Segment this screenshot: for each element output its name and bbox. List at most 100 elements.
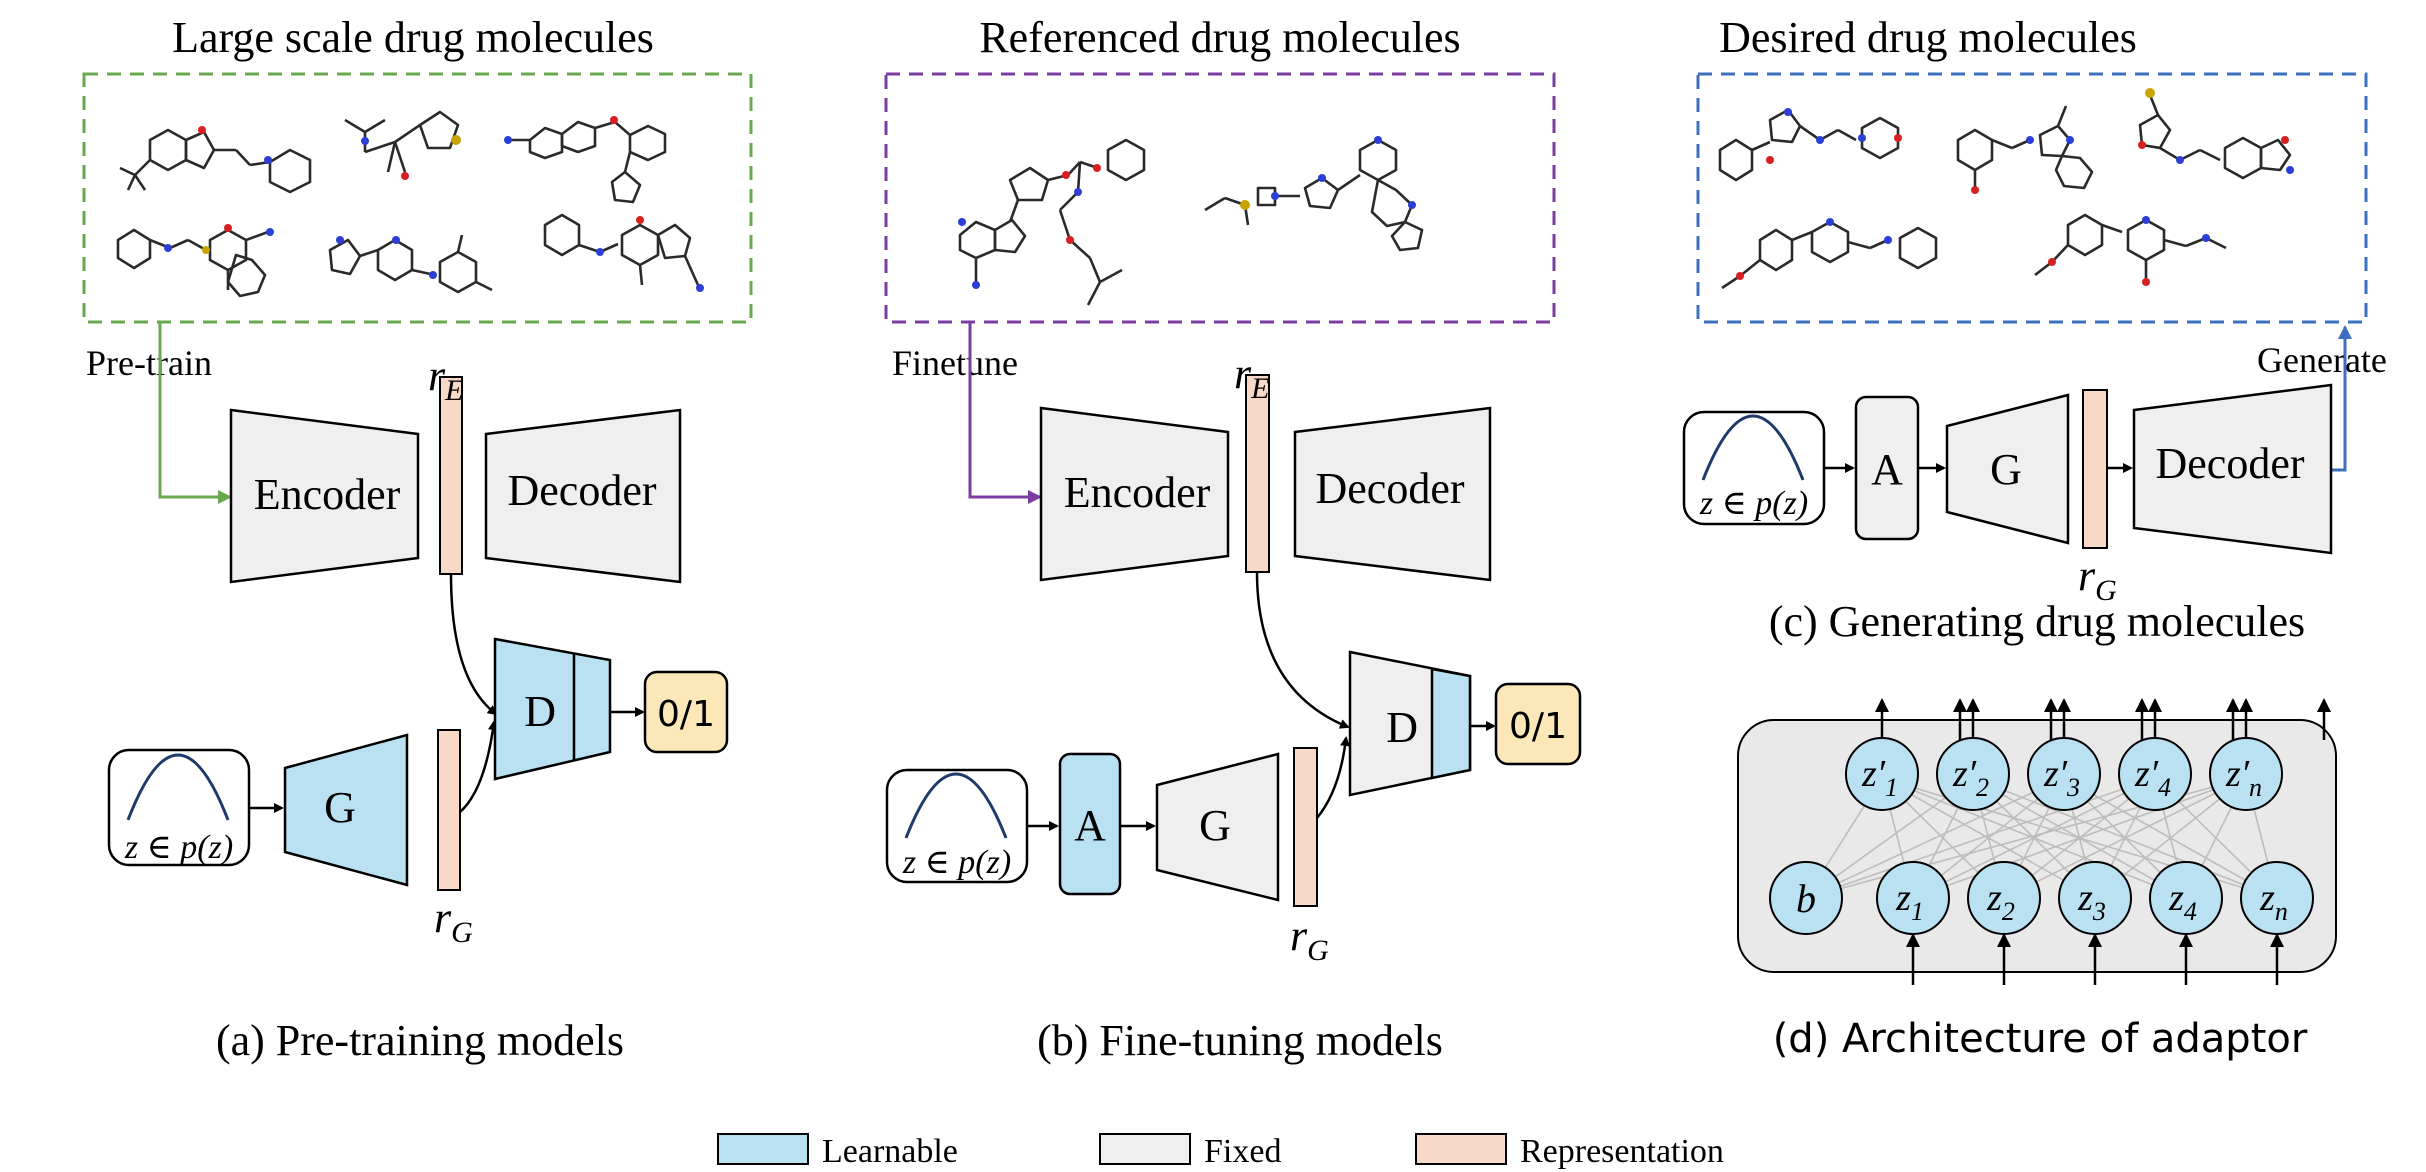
node-z-4: z4 [2149,861,2223,935]
node-z-prime-n: z′n [2209,737,2283,811]
generator-a [283,733,409,887]
pretrain-arrow [158,322,232,504]
molecule-a6 [543,213,704,292]
molecule-a3 [504,116,667,204]
prior-a-curve [126,753,230,821]
arrow-rE-to-D-b [1255,571,1350,729]
panel-a-molecule-box [82,72,753,324]
decoder-c-label: Decoder [2155,439,2304,488]
generator-c-label: G [1990,445,2022,494]
molecule-a2 [344,110,461,180]
output-a-label: 0/1 [657,694,715,735]
molecule-a5 [328,234,493,294]
panel-c-caption: (c) Generating drug molecules [1769,597,2305,646]
prior-a-label: z ∈ p(z) [124,829,233,866]
output-b-label: 0/1 [1509,706,1567,747]
legend-label-learnable: Learnable [822,1133,958,1170]
decoder-a [484,408,682,584]
panel-d-caption: (d) Architecture of adaptor [1773,1016,2308,1062]
molecule-c3 [2138,88,2294,180]
panel-b-caption: (b) Fine-tuning models [1037,1016,1443,1065]
panel-c-molecule-box [1696,72,2368,324]
generator-b-label: G [1199,801,1231,850]
adaptor-output-arrow-stems [1875,698,2253,740]
node-z-prime-3: z′3 [2027,737,2101,811]
rG-c-label: rG [2078,551,2117,607]
arrow-rE-to-D-a [449,573,498,716]
legend-label-fixed: Fixed [1204,1133,1281,1170]
molecule-c2 [1956,105,2094,194]
panel-c-header: Desired drug molecules [1719,13,2137,62]
node-z-1: z1 [1876,861,1950,935]
encoder-a-label: Encoder [254,470,401,519]
panel-b: Referenced drug molecules [884,13,1582,1065]
panel-a: Large scale drug molecules [82,13,753,1065]
molecule-c4 [1721,218,1938,290]
decoder-c [2132,383,2333,555]
panel-d: z′1 z′2 z′3 z′4 z′n b z1 z2 z3 z4 zn (d)… [1737,698,2337,1062]
panel-b-molecule-box [884,72,1556,324]
encoder-a [229,408,420,584]
adaptor-b-label: A [1074,801,1106,850]
arrow-rG-to-D-b [1316,736,1351,819]
discriminator-a-label: D [524,687,556,736]
adaptor-output-nodes: z′1 z′2 z′3 z′4 z′n [1845,737,2283,811]
output-a [643,670,729,754]
node-z-2: z2 [1967,861,2041,935]
representation-rG-c [2082,389,2108,549]
molecule-a1 [119,126,312,194]
svg-text:b: b [1796,876,1816,921]
molecule-b1 [958,138,1146,306]
generator-b [1155,752,1280,902]
molecule-c1 [1718,108,1902,182]
panel-b-molecules [958,136,1424,306]
panel-a-molecules [116,110,704,298]
pretrain-label: Pre-train [86,343,212,383]
rE-b-label: rE [1234,349,1269,405]
representation-rG-b [1293,747,1318,907]
node-z-prime-1: z′1 [1845,737,1919,811]
panel-a-header: Large scale drug molecules [172,13,654,62]
adaptor-output-arrows [1953,698,2331,740]
legend-label-representation: Representation [1520,1133,1724,1170]
molecule-c5 [2034,213,2227,286]
rG-b-label: rG [1290,911,1329,967]
rG-a-label: rG [434,893,473,949]
discriminator-a [493,637,612,781]
panel-c-molecules [1718,88,2294,290]
prior-b-curve [904,772,1008,839]
legend-swatch-fixed [1099,1133,1191,1165]
adaptor-input-arrows [1906,933,2284,985]
generator-c [1945,393,2070,545]
rE-a-label: rE [428,351,463,407]
finetune-label: Finetune [892,343,1018,383]
molecule-a4 [116,224,274,298]
legend-swatch-learnable [717,1133,809,1165]
decoder-a-label: Decoder [507,466,656,515]
panel-a-caption: (a) Pre-training models [216,1016,624,1065]
decoder-b-label: Decoder [1315,464,1464,513]
panel-b-header: Referenced drug molecules [979,13,1460,62]
molecule-b2 [1204,136,1424,252]
panel-c: Desired drug molecules [1682,13,2387,646]
svg-text:z′n: z′n [2225,753,2262,802]
generator-a-label: G [324,783,356,832]
legend: Learnable Fixed Representation [717,1133,1724,1170]
adaptor-c-label: A [1871,445,1903,494]
output-b [1494,682,1582,766]
adaptor-input-nodes: b z1 z2 z3 z4 zn [1769,861,2314,935]
discriminator-b-label: D [1386,703,1418,752]
prior-c-label: z ∈ p(z) [1699,485,1808,522]
svg-text:z′4: z′4 [2134,753,2171,802]
node-z-prime-2: z′2 [1936,737,2010,811]
decoder-b [1293,406,1492,582]
node-z-prime-4: z′4 [2118,737,2192,811]
discriminator-b-learnable [1430,667,1472,780]
encoder-b-label: Encoder [1064,468,1211,517]
encoder-b [1039,406,1230,582]
generate-arrow [2331,325,2352,472]
finetune-arrow [968,322,1042,504]
adaptor-b [1058,752,1122,896]
node-z-3: z3 [2058,861,2132,935]
